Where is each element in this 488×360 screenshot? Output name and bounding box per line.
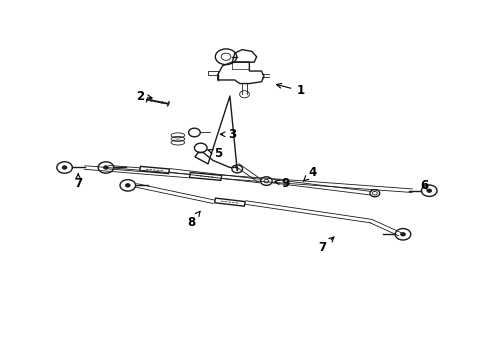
Text: 7: 7 (74, 174, 82, 190)
Circle shape (125, 184, 130, 187)
Text: 1: 1 (276, 84, 304, 97)
Text: 5: 5 (207, 147, 222, 160)
Text: 7: 7 (318, 237, 333, 255)
Circle shape (62, 166, 67, 169)
Text: 8: 8 (186, 211, 200, 229)
Text: 9: 9 (274, 177, 289, 190)
Text: 6: 6 (419, 179, 427, 192)
Circle shape (400, 233, 405, 236)
Text: 4: 4 (303, 166, 316, 181)
Text: 2: 2 (136, 90, 152, 103)
Circle shape (103, 166, 108, 169)
Text: 3: 3 (220, 128, 236, 141)
Circle shape (426, 189, 431, 193)
